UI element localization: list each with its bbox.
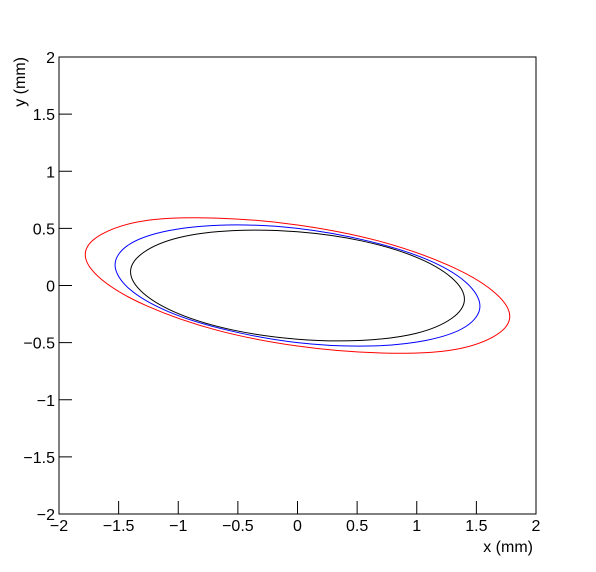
x-tick-label: −1.5 [103,518,135,535]
curve [114,224,481,347]
curve [130,229,465,342]
y-axis-title: y (mm) [12,57,29,107]
x-tick-label: 1.5 [465,518,487,535]
x-tick-label: −1 [169,518,187,535]
curve [84,217,511,354]
x-tick-label: 2 [532,518,541,535]
y-tick-label: 2 [46,50,55,67]
plot-frame [58,56,537,515]
x-tick-label: 0.5 [346,518,368,535]
x-tick-label: 1 [412,518,421,535]
x-axis-title: x (mm) [483,539,533,556]
x-tick-label: −2 [50,518,68,535]
x-tick-label: 0 [293,518,302,535]
y-tick-label: −2 [37,507,55,524]
y-tick-label: 1.5 [33,107,55,124]
y-tick-label: 1 [46,164,55,181]
y-tick-label: 0.5 [33,221,55,238]
y-tick-label: 0 [46,279,55,296]
y-tick-label: −1.5 [23,450,55,467]
y-tick-label: −1 [37,393,55,410]
x-tick-label: −0.5 [222,518,254,535]
y-tick-label: −0.5 [23,336,55,353]
